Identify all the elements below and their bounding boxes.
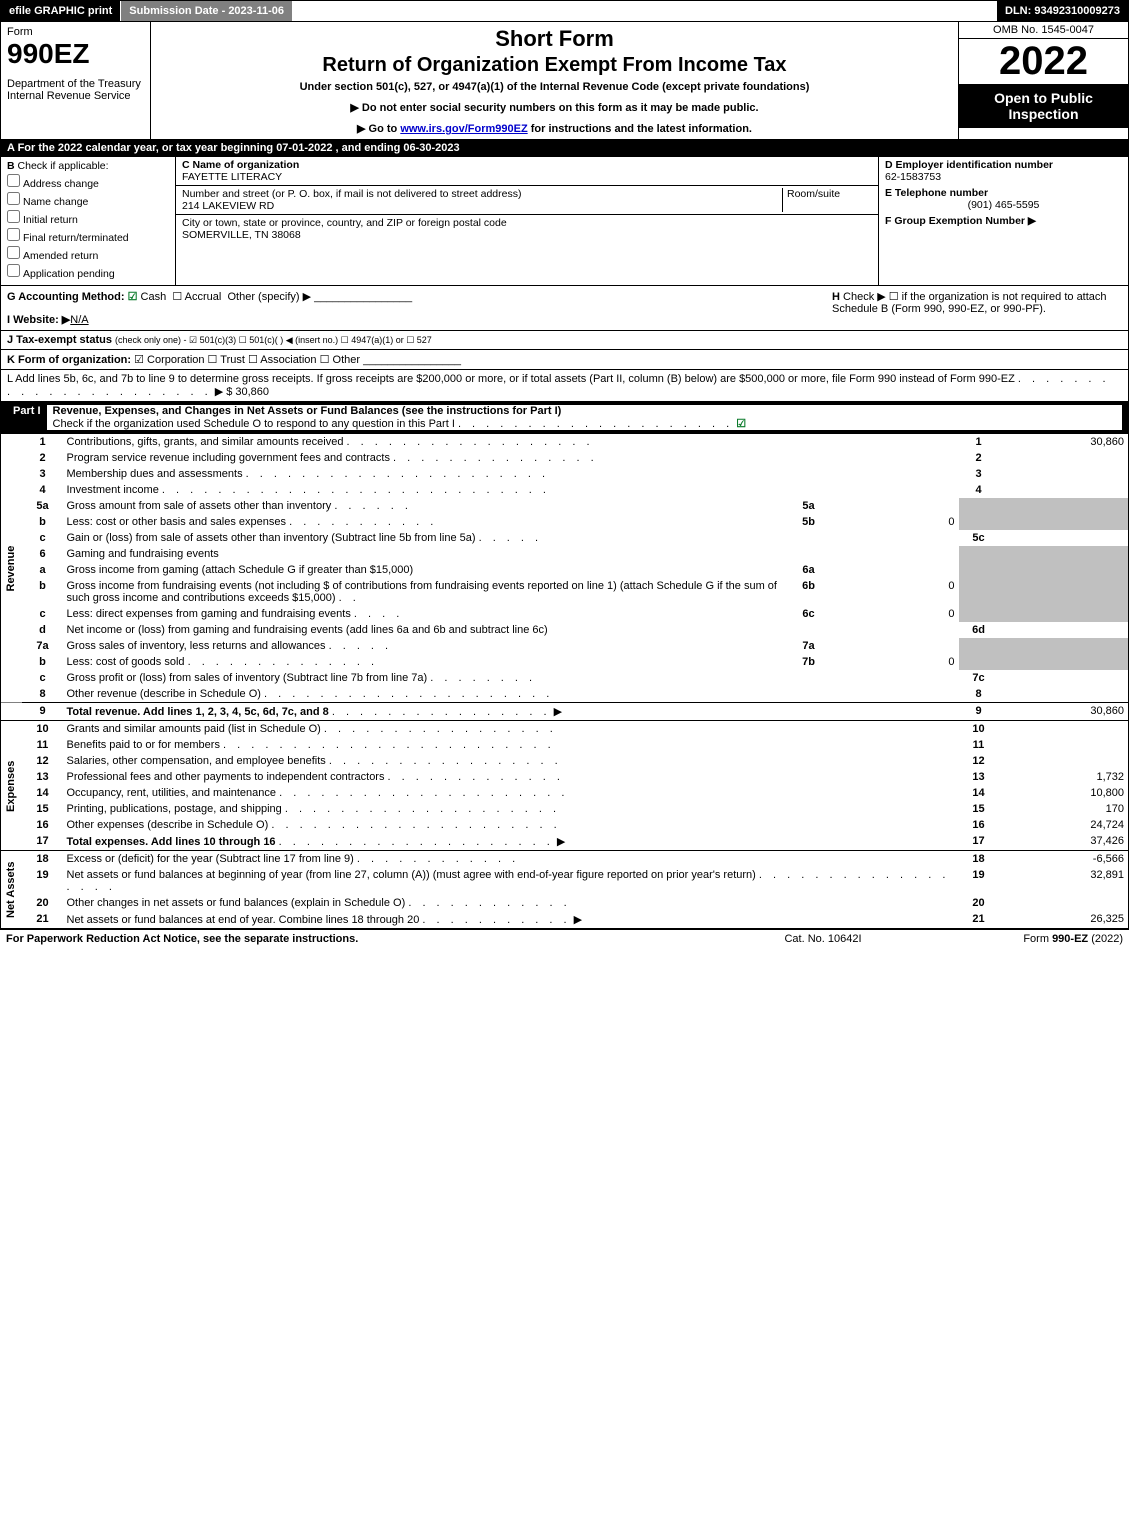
section-c: C Name of organization FAYETTE LITERACY … (176, 157, 878, 285)
line-7b: b Less: cost of goods sold . . . . . . .… (1, 654, 1129, 670)
gh-row: G Accounting Method: ☑ Cash ☐ Accrual Ot… (0, 286, 1129, 331)
f-label: F Group Exemption Number ▶ (885, 215, 1036, 227)
section-k: K Form of organization: ☑ Corporation ☐ … (0, 350, 1129, 370)
efile-print-button[interactable]: efile GRAPHIC print (1, 1, 121, 21)
form-title: Return of Organization Exempt From Incom… (157, 54, 952, 77)
form-header: Form 990EZ Department of the Treasury In… (0, 22, 1129, 140)
line-11: 11 Benefits paid to or for members . . .… (1, 737, 1129, 753)
line-6b: b Gross income from fundraising events (… (1, 578, 1129, 606)
org-address: 214 LAKEVIEW RD (182, 200, 274, 212)
irs-link[interactable]: www.irs.gov/Form990EZ (400, 123, 527, 135)
section-def: D Employer identification number 62-1583… (878, 157, 1128, 285)
line-15: 15 Printing, publications, postage, and … (1, 801, 1129, 817)
city-label: City or town, state or province, country… (182, 217, 507, 229)
part-i-header: Part I Revenue, Expenses, and Changes in… (0, 402, 1129, 434)
page-footer: For Paperwork Reduction Act Notice, see … (0, 929, 1129, 948)
header-center: Short Form Return of Organization Exempt… (151, 22, 958, 139)
form-subtitle: Under section 501(c), 527, or 4947(a)(1)… (157, 81, 952, 93)
part-i-subtitle: Check if the organization used Schedule … (53, 418, 455, 430)
irs-label: Internal Revenue Service (7, 90, 144, 102)
d-label: D Employer identification number (885, 159, 1053, 171)
phone-value: (901) 465-5595 (885, 199, 1122, 211)
section-j: J Tax-exempt status (check only one) - ☑… (0, 331, 1129, 350)
form-number: 990EZ (7, 38, 144, 70)
line-7a: 7a Gross sales of inventory, less return… (1, 638, 1129, 654)
line-20: 20 Other changes in net assets or fund b… (1, 895, 1129, 911)
top-bar: efile GRAPHIC print Submission Date - 20… (0, 0, 1129, 22)
check-name-change[interactable]: Name change (7, 192, 169, 208)
netassets-sidelabel: Net Assets (1, 851, 23, 929)
goto-pre: ▶ Go to (357, 123, 400, 135)
omb-number: OMB No. 1545-0047 (959, 22, 1128, 39)
section-b: B Check if applicable: Address change Na… (1, 157, 176, 285)
line-6d: d Net income or (loss) from gaming and f… (1, 622, 1129, 638)
short-form-title: Short Form (157, 26, 952, 52)
org-name: FAYETTE LITERACY (182, 171, 282, 183)
section-h: H Check ▶ ☐ if the organization is not r… (832, 290, 1122, 326)
check-address-change[interactable]: Address change (7, 174, 169, 190)
line-10: Expenses 10 Grants and similar amounts p… (1, 721, 1129, 738)
dept-label: Department of the Treasury (7, 78, 144, 90)
website-value: N/A (70, 314, 88, 326)
room-suite-label: Room/suite (782, 188, 872, 212)
line-5b: b Less: cost or other basis and sales ex… (1, 514, 1129, 530)
open-to-public: Open to Public Inspection (959, 84, 1128, 128)
line-18: Net Assets 18 Excess or (deficit) for th… (1, 851, 1129, 868)
revenue-sidelabel: Revenue (1, 434, 23, 703)
line-21: 21 Net assets or fund balances at end of… (1, 911, 1129, 929)
section-g: G Accounting Method: ☑ Cash ☐ Accrual Ot… (7, 290, 832, 303)
addr-label: Number and street (or P. O. box, if mail… (182, 188, 521, 200)
check-application-pending[interactable]: Application pending (7, 264, 169, 280)
line-19: 19 Net assets or fund balances at beginn… (1, 867, 1129, 895)
section-a: A For the 2022 calendar year, or tax yea… (0, 140, 1129, 157)
section-i: I Website: ▶N/A (7, 313, 832, 326)
line-6c: c Less: direct expenses from gaming and … (1, 606, 1129, 622)
line-3: 3 Membership dues and assessments . . . … (1, 466, 1129, 482)
line-16: 16 Other expenses (describe in Schedule … (1, 817, 1129, 833)
dln-label: DLN: 93492310009273 (997, 1, 1128, 21)
line-6a: a Gross income from gaming (attach Sched… (1, 562, 1129, 578)
footer-right: Form 990-EZ (2022) (923, 933, 1123, 945)
goto-note: ▶ Go to www.irs.gov/Form990EZ for instru… (157, 122, 952, 135)
check-amended-return[interactable]: Amended return (7, 246, 169, 262)
b-label: Check if applicable: (18, 160, 109, 172)
header-right: OMB No. 1545-0047 2022 Open to Public In… (958, 22, 1128, 139)
ein-value: 62-1583753 (885, 171, 941, 183)
line-13: 13 Professional fees and other payments … (1, 769, 1129, 785)
tax-year: 2022 (959, 39, 1128, 84)
footer-center: Cat. No. 10642I (723, 933, 923, 945)
line-1: Revenue 1 Contributions, gifts, grants, … (1, 434, 1129, 450)
line-5a: 5a Gross amount from sale of assets othe… (1, 498, 1129, 514)
org-city: SOMERVILLE, TN 38068 (182, 229, 301, 241)
line-4: 4 Investment income . . . . . . . . . . … (1, 482, 1129, 498)
line-6: 6 Gaming and fundraising events (1, 546, 1129, 562)
line-8: 8 Other revenue (describe in Schedule O)… (1, 686, 1129, 703)
goto-post: for instructions and the latest informat… (528, 123, 752, 135)
ssn-warning: ▶ Do not enter social security numbers o… (157, 101, 952, 114)
address-block: B Check if applicable: Address change Na… (0, 157, 1129, 286)
e-label: E Telephone number (885, 187, 988, 199)
submission-date-button[interactable]: Submission Date - 2023-11-06 (121, 1, 293, 21)
line-5c: c Gain or (loss) from sale of assets oth… (1, 530, 1129, 546)
line-7c: c Gross profit or (loss) from sales of i… (1, 670, 1129, 686)
line-2: 2 Program service revenue including gove… (1, 450, 1129, 466)
footer-left: For Paperwork Reduction Act Notice, see … (6, 933, 723, 945)
part-i-table: Revenue 1 Contributions, gifts, grants, … (0, 434, 1129, 929)
part-i-title: Revenue, Expenses, and Changes in Net As… (53, 405, 562, 417)
line-12: 12 Salaries, other compensation, and emp… (1, 753, 1129, 769)
form-word: Form (7, 26, 144, 38)
check-initial-return[interactable]: Initial return (7, 210, 169, 226)
expenses-sidelabel: Expenses (1, 721, 23, 851)
line-17: 17 Total expenses. Add lines 10 through … (1, 833, 1129, 851)
section-l: L Add lines 5b, 6c, and 7b to line 9 to … (0, 370, 1129, 402)
check-final-return[interactable]: Final return/terminated (7, 228, 169, 244)
topbar-spacer (293, 1, 997, 21)
part-i-num: Part I (7, 405, 47, 430)
c-name-label: C Name of organization (182, 159, 299, 171)
line-14: 14 Occupancy, rent, utilities, and maint… (1, 785, 1129, 801)
line-9: 9 Total revenue. Add lines 1, 2, 3, 4, 5… (1, 703, 1129, 721)
header-left: Form 990EZ Department of the Treasury In… (1, 22, 151, 139)
